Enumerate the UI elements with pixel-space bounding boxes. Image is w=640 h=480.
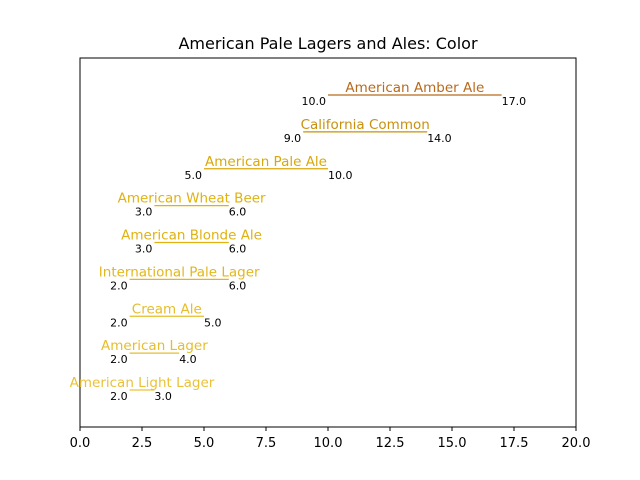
range-max-label: 5.0 xyxy=(204,316,222,329)
range-min-label: 10.0 xyxy=(302,95,327,108)
style-name-label: Cream Ale xyxy=(132,301,202,317)
range-min-label: 3.0 xyxy=(135,243,153,256)
range-min-label: 5.0 xyxy=(185,169,203,182)
range-min-label: 2.0 xyxy=(110,316,128,329)
x-tick-label: 10.0 xyxy=(314,436,343,451)
range-max-label: 17.0 xyxy=(502,95,526,108)
x-tick-label: 7.5 xyxy=(256,436,277,451)
range-min-label: 9.0 xyxy=(284,132,302,145)
range-max-label: 6.0 xyxy=(229,279,247,292)
style-name-label: American Blonde Ale xyxy=(121,228,262,244)
chart-title: American Pale Lagers and Ales: Color xyxy=(178,34,477,53)
x-tick-label: 20.0 xyxy=(562,436,591,451)
range-max-label: 10.0 xyxy=(328,169,353,182)
x-tick-label: 0.0 xyxy=(70,436,91,451)
range-min-label: 2.0 xyxy=(110,390,128,403)
x-tick-label: 17.5 xyxy=(500,436,529,451)
range-min-label: 3.0 xyxy=(135,206,153,219)
style-name-label: American Pale Ale xyxy=(205,154,327,170)
range-max-label: 6.0 xyxy=(229,206,247,219)
range-max-label: 3.0 xyxy=(154,390,172,403)
style-name-label: American Amber Ale xyxy=(345,80,484,96)
style-name-label: American Wheat Beer xyxy=(118,191,266,207)
x-tick-label: 5.0 xyxy=(194,436,215,451)
style-name-label: International Pale Lager xyxy=(99,264,260,280)
range-min-label: 2.0 xyxy=(110,353,128,366)
range-item: American Amber Ale 10.0 17.0 xyxy=(302,80,527,108)
range-max-label: 4.0 xyxy=(179,353,197,366)
range-max-label: 6.0 xyxy=(229,243,247,256)
x-tick-label: 2.5 xyxy=(132,436,153,451)
style-name-label: American Lager xyxy=(101,338,208,354)
x-tick-label: 15.0 xyxy=(438,436,467,451)
x-axis: 0.0 2.5 5.0 7.5 10.0 12.5 15.0 17.5 20.0 xyxy=(70,427,591,451)
range-min-label: 2.0 xyxy=(110,279,128,292)
style-name-label: California Common xyxy=(301,117,430,133)
range-max-label: 14.0 xyxy=(427,132,452,145)
x-tick-label: 12.5 xyxy=(376,436,405,451)
style-name-label: American Light Lager xyxy=(70,375,215,391)
range-item: Cream Ale 2.0 5.0 xyxy=(110,301,221,329)
